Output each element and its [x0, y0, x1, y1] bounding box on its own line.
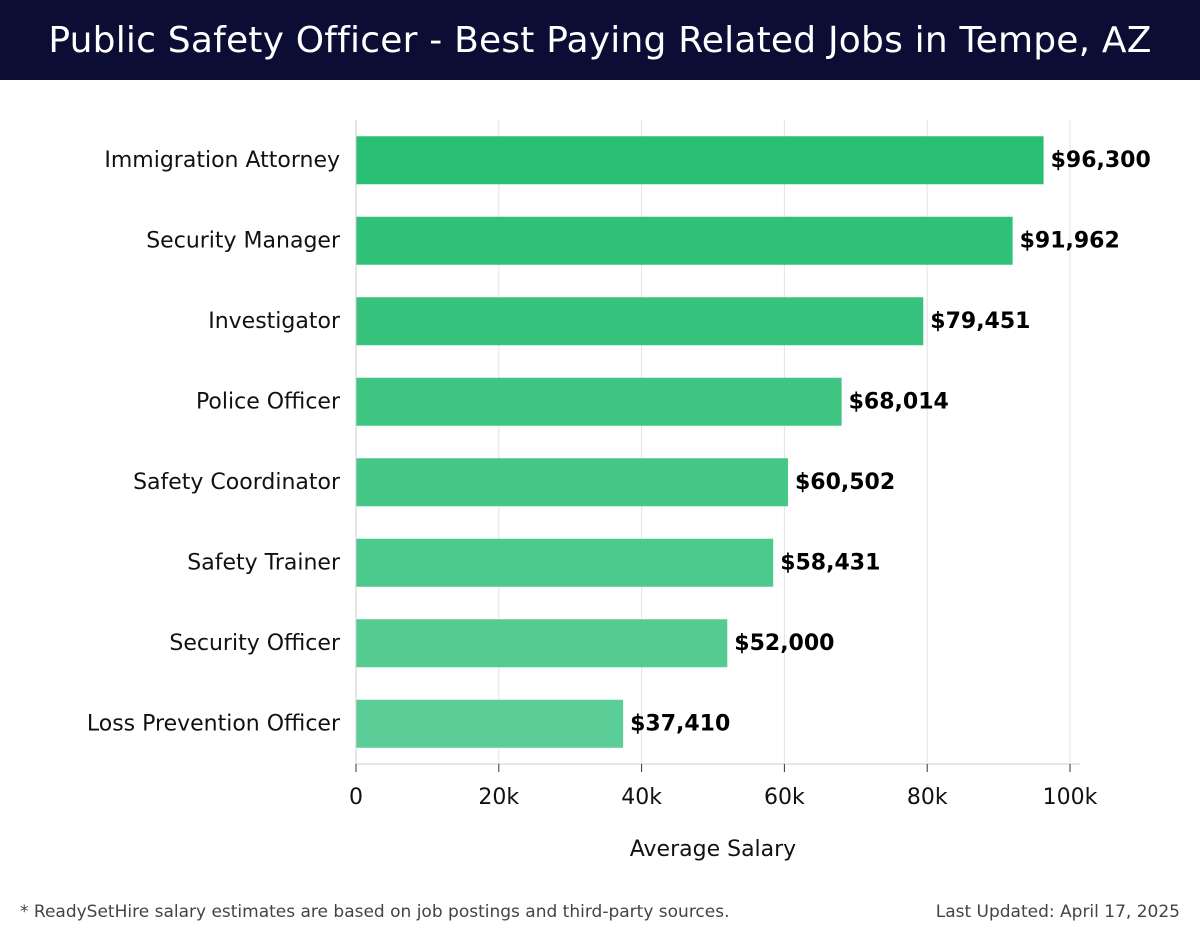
category-label: Loss Prevention Officer [87, 711, 341, 736]
bar [356, 619, 728, 668]
value-label: $79,451 [930, 309, 1030, 334]
category-label: Security Officer [169, 631, 341, 656]
x-axis-title: Average Salary [630, 837, 796, 862]
x-tick-label: 80k [907, 785, 948, 810]
bar [356, 216, 1013, 265]
x-tick-label: 60k [764, 785, 805, 810]
salary-bar-chart: Immigration Attorney $96,300 Security Mana… [87, 120, 1151, 862]
category-label: Investigator [208, 309, 341, 334]
bars [356, 136, 1044, 748]
bar [356, 136, 1044, 185]
value-label: $58,431 [780, 550, 880, 575]
value-label: $37,410 [630, 711, 730, 736]
value-label: $96,300 [1051, 148, 1151, 173]
x-tick-label: 0 [349, 785, 363, 810]
footer-note: * ReadySetHire salary estimates are base… [20, 902, 730, 922]
value-label: $68,014 [849, 389, 949, 414]
bar [356, 458, 788, 507]
footer-updated: Last Updated: April 17, 2025 [935, 902, 1180, 922]
category-label: Police Officer [196, 389, 341, 414]
labels: Immigration Attorney $96,300 Security Mana… [87, 148, 1151, 862]
category-label: Safety Trainer [187, 550, 341, 575]
chart-title: Public Safety Officer - Best Paying Rela… [48, 19, 1152, 61]
value-label: $91,962 [1020, 228, 1120, 253]
grid-lines [355, 120, 1071, 764]
category-label: Security Manager [146, 228, 341, 253]
x-tick-label: 100k [1043, 785, 1098, 810]
chart-header: Public Safety Officer - Best Paying Rela… [0, 0, 1200, 80]
bar [356, 538, 774, 587]
value-label: $52,000 [734, 631, 834, 656]
category-label: Safety Coordinator [133, 470, 341, 495]
value-label: $60,502 [795, 470, 895, 495]
bar [356, 377, 842, 426]
category-label: Immigration Attorney [104, 148, 340, 173]
x-tick-label: 20k [478, 785, 519, 810]
bar [356, 699, 624, 748]
axes [355, 120, 1080, 772]
x-tick-label: 40k [621, 785, 662, 810]
bar [356, 297, 924, 346]
